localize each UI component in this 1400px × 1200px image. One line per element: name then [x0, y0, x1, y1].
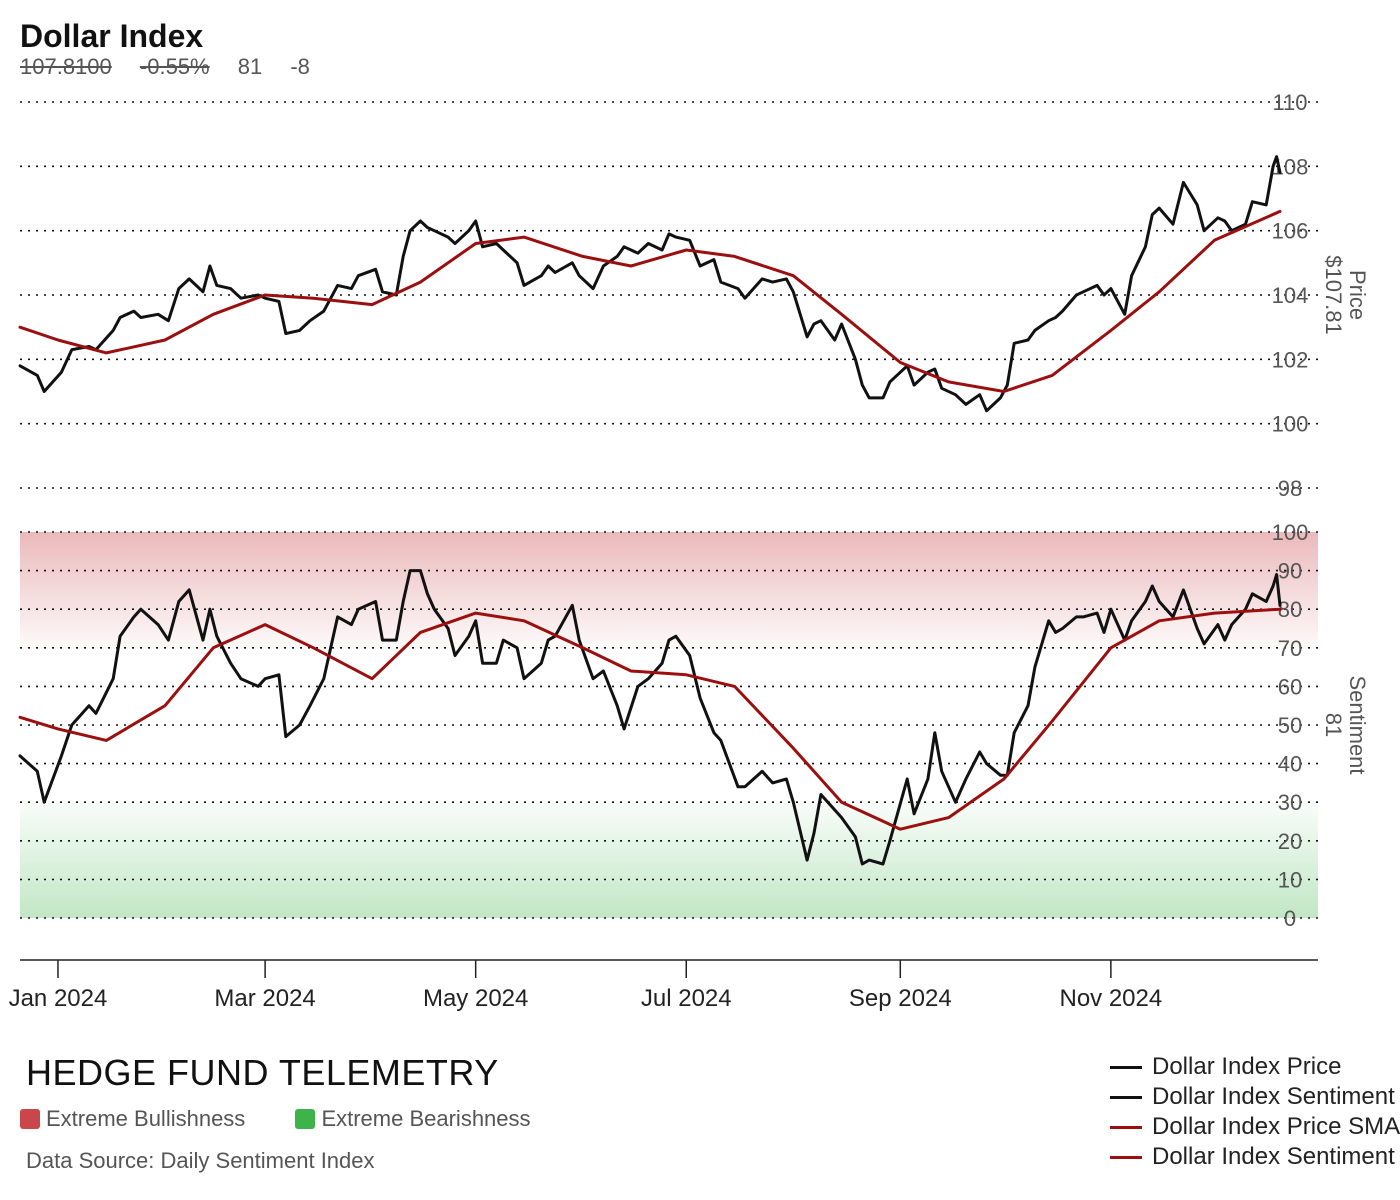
brand-name: HEDGE FUND TELEMETRY — [26, 1052, 499, 1093]
sentiment-tick-label: 70 — [1278, 636, 1302, 661]
x-tick-label: Mar 2024 — [214, 985, 315, 1012]
sentiment-tick-label: 60 — [1278, 674, 1302, 699]
legend-line-icon — [1110, 1065, 1142, 1069]
change-percent: -0.55% — [139, 54, 210, 79]
price-axis-value: $107.81 — [1321, 255, 1346, 335]
sentiment-sma-line — [18, 607, 1282, 831]
sentiment-tick-label: 80 — [1278, 597, 1302, 622]
page-title: Dollar Index — [20, 18, 204, 54]
legend-label: Dollar Index Sentiment — [1152, 1083, 1395, 1110]
price-tick-label: 104 — [1272, 283, 1309, 308]
sentiment-tick-label: 50 — [1278, 713, 1302, 738]
price-axis-title: Price — [1345, 270, 1370, 320]
x-tick-label: Jul 2024 — [641, 985, 732, 1012]
legend-label: Dollar Index Sentiment SMA — [1152, 1143, 1400, 1170]
price-tick-label: 110 — [1272, 90, 1307, 115]
sentiment-tick-label: 10 — [1278, 867, 1302, 892]
legend-item-price[interactable]: Dollar Index Price — [1110, 1052, 1400, 1082]
bull-swatch-icon — [20, 1109, 40, 1129]
sentiment-tick-label: 40 — [1278, 752, 1302, 777]
sentiment-axis-value: 81 — [1321, 713, 1346, 737]
legend-item-price-sma[interactable]: Dollar Index Price SMA — [1110, 1112, 1400, 1142]
price-tick-label: 106 — [1272, 219, 1309, 244]
legend-label: Dollar Index Price SMA — [1152, 1113, 1400, 1140]
sentiment-tick-label: 0 — [1284, 906, 1296, 931]
legend-line-icon — [1110, 1125, 1142, 1129]
zone-bull-item: Extreme Bullishness — [20, 1106, 245, 1132]
legend-line-icon — [1110, 1155, 1142, 1159]
zone-legend: Extreme Bullishness Extreme Bearishness — [20, 1106, 575, 1135]
sentiment-tick-label: 90 — [1278, 559, 1302, 584]
header-stats: 107.8100 -0.55% 81 -8 — [20, 54, 332, 80]
x-tick-label: May 2024 — [423, 985, 528, 1012]
price-line — [18, 155, 1282, 413]
data-source: Data Source: Daily Sentiment Index — [26, 1148, 375, 1173]
zone-bear-label: Extreme Bearishness — [321, 1106, 531, 1131]
zone-extreme-bearishness — [20, 802, 1318, 918]
price-sma-line — [18, 209, 1282, 393]
dollar-index-chart: 9810010210410610811001020304050607080901… — [9, 90, 1370, 1012]
legend-item-sentiment-sma[interactable]: Dollar Index Sentiment SMA — [1110, 1142, 1400, 1172]
legend-item-sentiment[interactable]: Dollar Index Sentiment — [1110, 1082, 1400, 1112]
zone-bull-label: Extreme Bullishness — [46, 1106, 246, 1131]
price-tick-label: 102 — [1272, 347, 1309, 372]
price-tick-label: 98 — [1278, 476, 1302, 501]
legend-label: Dollar Index Price — [1152, 1053, 1342, 1080]
price-tick-label: 100 — [1272, 412, 1309, 437]
x-tick-label: Sep 2024 — [849, 985, 952, 1012]
sentiment-value: 81 — [237, 54, 263, 79]
sentiment-tick-label: 30 — [1278, 790, 1302, 815]
zone-bear-item: Extreme Bearishness — [295, 1106, 531, 1132]
series-legend: Dollar Index Price Dollar Index Sentimen… — [1110, 1052, 1400, 1172]
price-value: 107.8100 — [20, 54, 112, 79]
bear-swatch-icon — [295, 1109, 316, 1129]
price-axis-label: Price$107.81 — [1321, 255, 1370, 335]
x-tick-label: Nov 2024 — [1059, 985, 1162, 1012]
x-tick-label: Jan 2024 — [9, 985, 108, 1012]
sentiment-axis-title: Sentiment — [1345, 675, 1370, 774]
sentiment-tick-label: 20 — [1278, 829, 1302, 854]
sentiment-line — [18, 569, 1282, 866]
sentiment-change: -8 — [290, 54, 310, 79]
legend-line-icon — [1110, 1095, 1142, 1099]
sentiment-tick-label: 100 — [1272, 520, 1309, 545]
